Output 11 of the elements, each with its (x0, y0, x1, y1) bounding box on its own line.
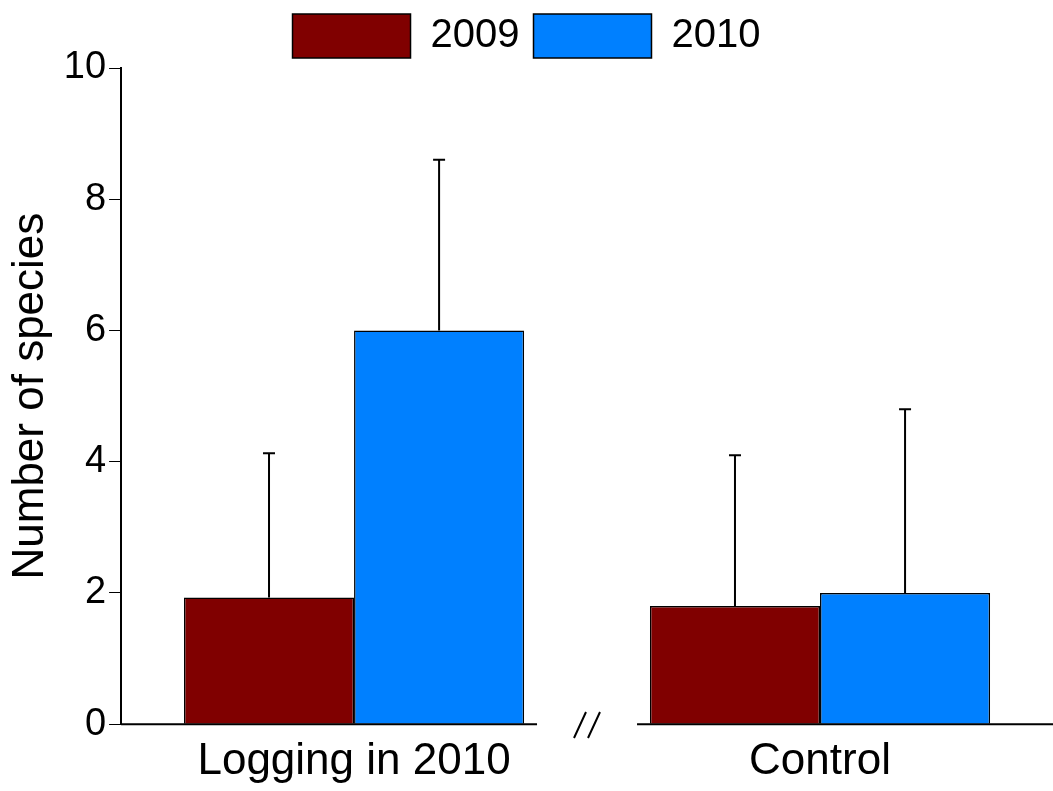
x-tick-label: Logging in 2010 (197, 733, 511, 783)
y-tick-label: 8 (84, 175, 107, 218)
y-axis-title: Number of species (2, 212, 52, 580)
y-tick-label: 4 (84, 438, 107, 481)
y-tick-label: 10 (63, 44, 107, 87)
y-tick-label: 2 (84, 569, 107, 612)
x-tick-label: Control (749, 733, 891, 783)
y-tick-label: 0 (84, 700, 107, 743)
legend-label: 2010 (671, 11, 761, 56)
legend-label: 2009 (430, 11, 520, 56)
y-tick-label: 6 (84, 306, 107, 349)
